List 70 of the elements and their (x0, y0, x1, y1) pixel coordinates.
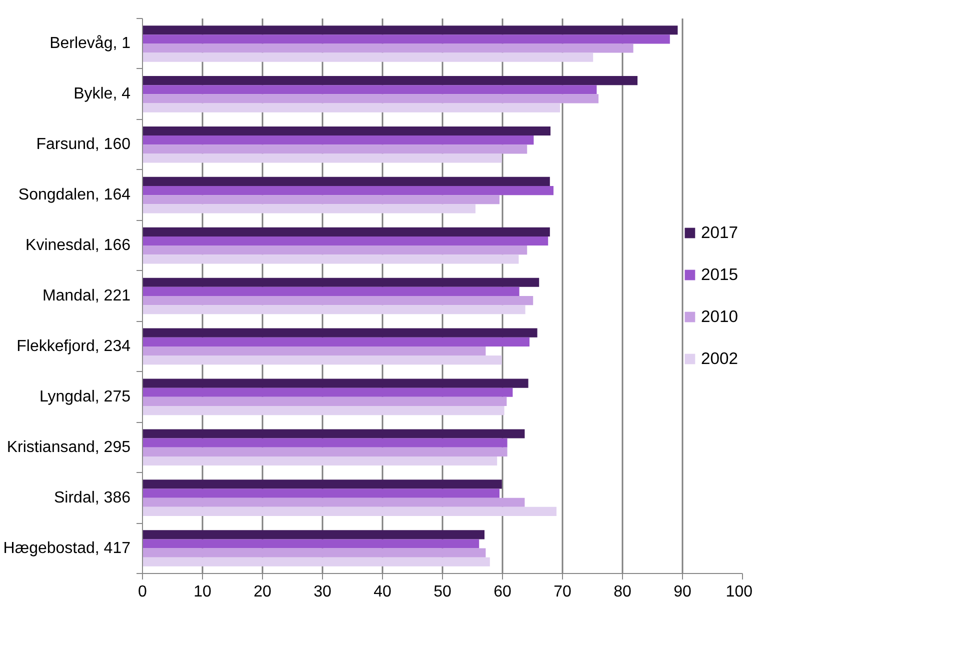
y-tick-label: Berlevåg, 1 (50, 35, 131, 52)
bar (142, 396, 507, 406)
y-tick-label: Songdalen, 164 (18, 186, 131, 204)
bar (142, 204, 476, 214)
bar (142, 154, 502, 163)
bar (142, 328, 538, 338)
bar (142, 456, 498, 466)
y-tick-label: Mandal, 221 (42, 288, 131, 304)
bar (142, 539, 480, 548)
legend-label: 2017 (700, 222, 738, 242)
bar (142, 94, 598, 104)
y-tick-label: Farsund, 160 (36, 136, 131, 154)
bar (142, 530, 484, 540)
y-tick-label: Kristiansand, 295 (6, 438, 131, 456)
x-tick-label: 60 (494, 584, 512, 600)
y-tick-label: Kvinesdal, 166 (26, 237, 131, 254)
bar (142, 186, 554, 196)
bar (142, 76, 638, 86)
bar (142, 52, 594, 62)
bar (142, 557, 490, 566)
bar (142, 378, 528, 388)
x-tick-label: 100 (726, 584, 753, 600)
bar (142, 337, 530, 346)
bar (142, 346, 486, 356)
bar (142, 85, 597, 94)
bar (142, 406, 504, 416)
bar (142, 388, 513, 397)
bar (142, 34, 670, 44)
bar (142, 296, 534, 306)
bar (142, 498, 525, 507)
x-tick-label: 70 (554, 584, 572, 600)
bar (142, 429, 525, 438)
bar (142, 548, 486, 558)
y-tick-label: Sirdal, 386 (54, 489, 131, 506)
x-tick-label: 10 (194, 584, 212, 600)
legend-label: 2010 (700, 306, 738, 326)
y-tick-label: Flekkefjord, 234 (16, 338, 131, 355)
y-tick-label: Bykle, 4 (74, 86, 131, 103)
x-tick-label: 30 (314, 584, 332, 600)
bar (142, 488, 500, 498)
bar (142, 126, 550, 136)
bar (142, 506, 556, 516)
bar (142, 103, 560, 112)
legend-label: 2002 (700, 348, 738, 368)
bar (142, 254, 519, 264)
bar (142, 236, 548, 246)
y-tick-label: Lyngdal, 275 (39, 388, 131, 406)
bar (142, 246, 528, 255)
bar (142, 136, 534, 145)
bar (142, 176, 550, 186)
bar (142, 144, 528, 154)
x-tick-label: 80 (614, 584, 632, 600)
bar (142, 356, 502, 365)
x-tick-label: 50 (434, 584, 452, 600)
bar (142, 227, 550, 236)
x-tick-label: 90 (674, 584, 692, 600)
bar (142, 195, 500, 204)
x-tick-label: 40 (374, 584, 392, 600)
bar (142, 438, 508, 448)
bar (142, 286, 520, 296)
bar (142, 447, 508, 456)
x-tick-label: 0 (138, 584, 148, 600)
legend-label: 2015 (700, 264, 738, 284)
y-tick-label: Hægebostad, 417 (3, 540, 131, 557)
bar (142, 44, 634, 53)
bar (142, 278, 540, 287)
bar (142, 305, 526, 314)
x-tick-label: 20 (254, 584, 272, 600)
bar (142, 480, 502, 489)
bar (142, 26, 678, 35)
